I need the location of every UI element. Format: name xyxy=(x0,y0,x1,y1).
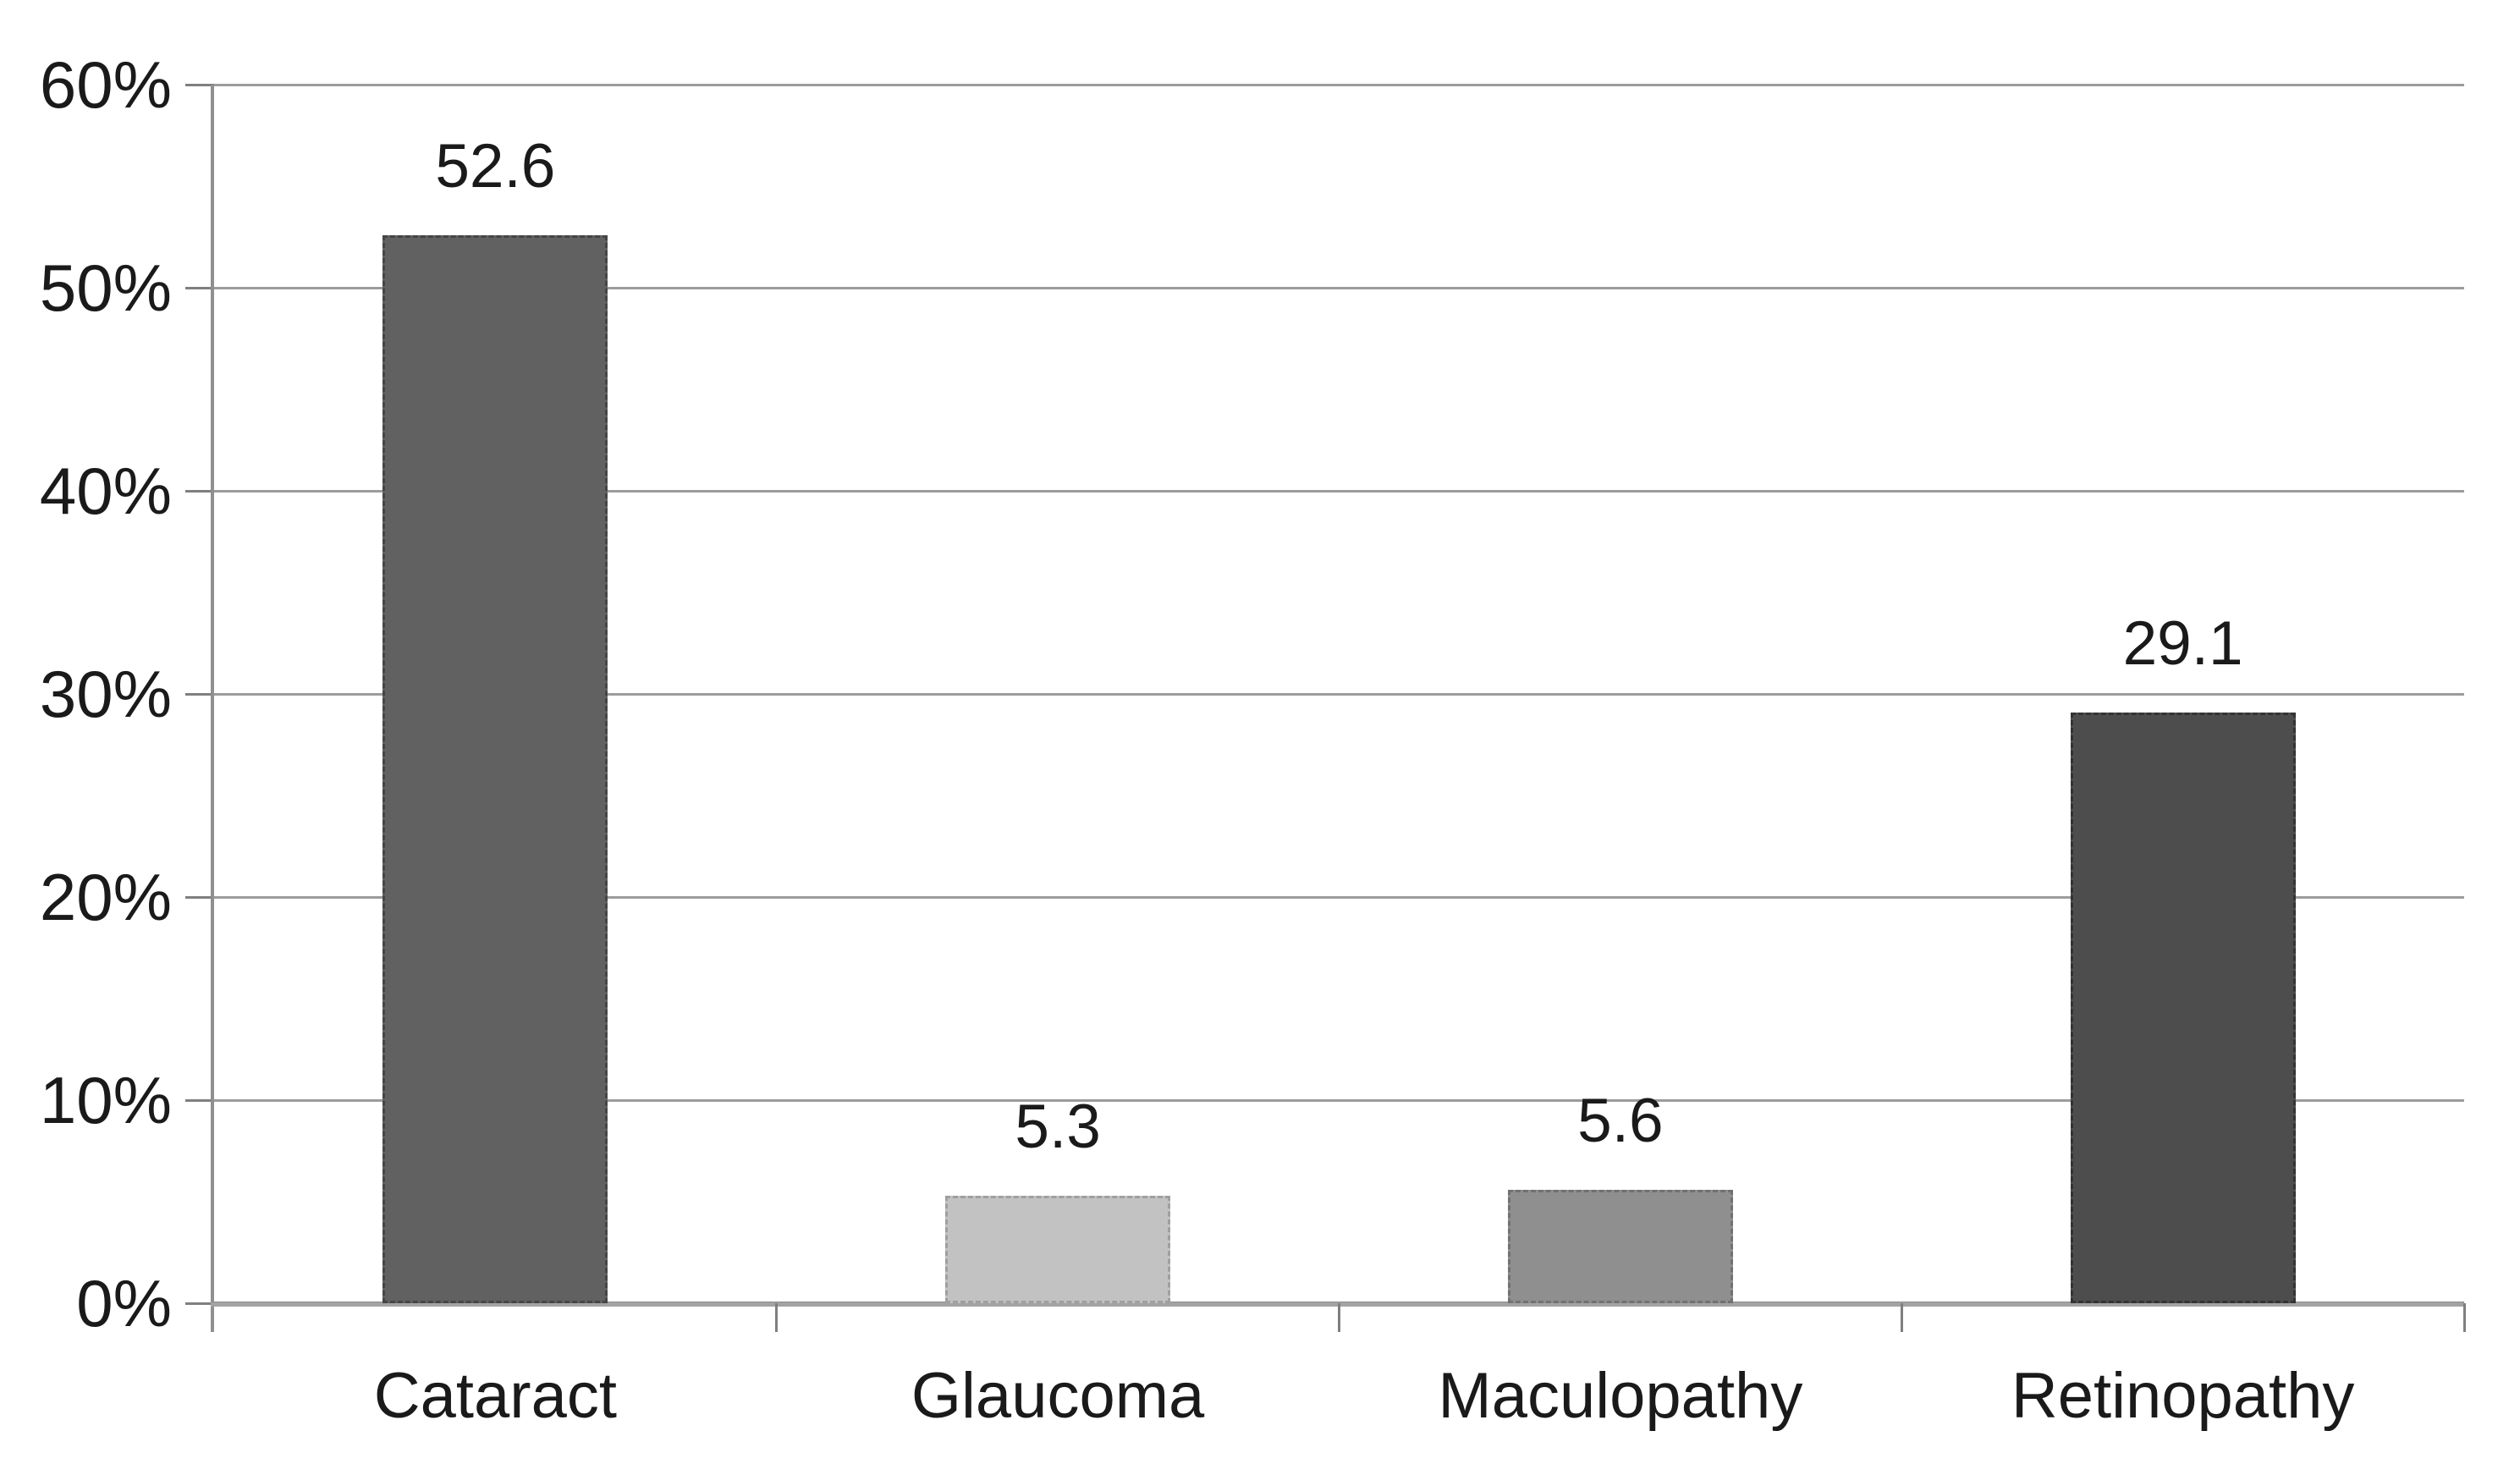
bar-maculopathy xyxy=(1507,1189,1733,1303)
gridline xyxy=(214,286,2464,289)
x-axis-tick xyxy=(2462,1303,2466,1332)
y-axis-tick xyxy=(185,489,214,493)
gridline xyxy=(214,692,2464,696)
x-axis-tick xyxy=(1900,1303,1903,1332)
y-axis-tick xyxy=(185,1302,214,1305)
x-axis-tick xyxy=(775,1303,779,1332)
bar-retinopathy xyxy=(2070,712,2296,1303)
bar-cataract xyxy=(382,234,608,1303)
x-axis-category-label-cataract: Cataract xyxy=(373,1360,617,1432)
y-axis-tick-label: 20% xyxy=(39,860,172,934)
y-axis-tick xyxy=(185,692,214,696)
x-axis-category-label-maculopathy: Maculopathy xyxy=(1438,1360,1803,1432)
gridline xyxy=(214,489,2464,493)
value-label-maculopathy: 5.6 xyxy=(1577,1086,1664,1155)
y-axis-tick xyxy=(185,895,214,899)
x-axis-line xyxy=(211,1302,2464,1307)
gridline xyxy=(214,83,2464,86)
gridline xyxy=(214,895,2464,899)
gridline xyxy=(214,1098,2464,1102)
y-axis-tick-label: 40% xyxy=(39,454,172,528)
x-axis-category-label-retinopathy: Retinopathy xyxy=(2011,1360,2355,1432)
value-label-cataract: 52.6 xyxy=(435,131,556,201)
x-axis-tick xyxy=(1338,1303,1340,1332)
bar-glaucoma xyxy=(945,1195,1171,1303)
y-axis-line xyxy=(211,85,214,1332)
y-axis-tick xyxy=(185,1098,214,1102)
value-label-glaucoma: 5.3 xyxy=(1015,1092,1101,1161)
x-axis-category-label-glaucoma: Glaucoma xyxy=(911,1360,1205,1432)
y-axis-tick-label: 60% xyxy=(39,47,172,122)
value-label-retinopathy: 29.1 xyxy=(2122,608,2243,678)
y-axis-tick-label: 0% xyxy=(76,1266,172,1340)
y-axis-tick-label: 10% xyxy=(39,1063,172,1137)
y-axis-tick xyxy=(185,83,214,86)
y-axis-tick-label: 50% xyxy=(39,250,172,325)
y-axis-tick-label: 30% xyxy=(39,657,172,731)
y-axis-tick xyxy=(185,286,214,289)
